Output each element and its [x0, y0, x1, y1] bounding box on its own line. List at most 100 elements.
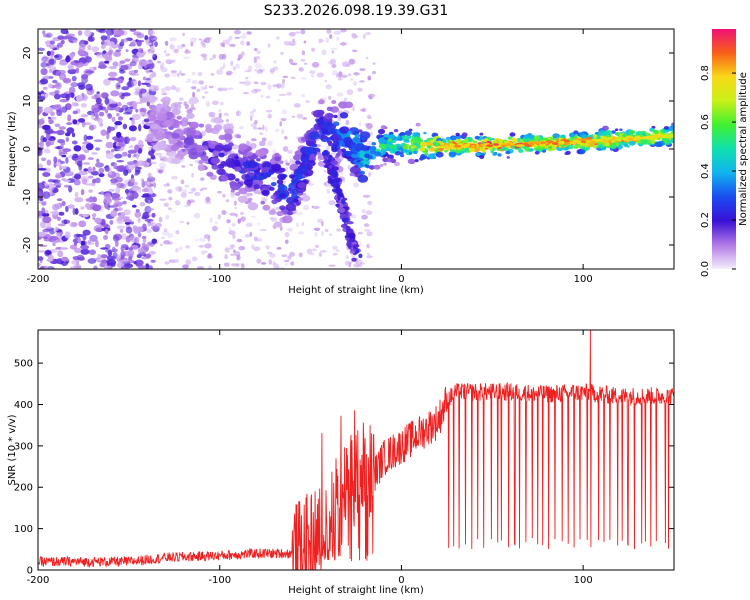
heat-cell: [235, 63, 240, 69]
heat-cell: [301, 50, 306, 56]
heat-cell: [148, 146, 152, 151]
heat-cell: [171, 175, 178, 180]
heat-cell: [354, 164, 359, 168]
heat-cell: [232, 233, 236, 240]
heat-cell: [369, 93, 376, 98]
heat-cell: [136, 101, 143, 105]
heat-cell: [104, 108, 109, 114]
heat-cell: [67, 204, 75, 209]
heat-cell: [213, 117, 223, 124]
heat-cell: [180, 179, 185, 185]
heat-cell: [124, 58, 131, 62]
heat-cell: [328, 142, 334, 147]
heat-cell: [412, 132, 418, 137]
heat-cell: [77, 30, 83, 36]
heat-cell: [265, 173, 271, 178]
heat-cell: [209, 217, 213, 223]
heat-cell: [205, 124, 212, 129]
heat-cell: [95, 227, 103, 232]
heat-cell: [329, 58, 337, 65]
heat-cell: [54, 123, 61, 128]
heat-cell: [132, 191, 139, 199]
heat-cell: [72, 110, 78, 115]
heat-cell: [250, 122, 257, 128]
heat-cell: [128, 145, 134, 149]
heat-cell: [186, 112, 195, 119]
heat-cell: [94, 177, 101, 184]
heat-cell: [654, 141, 662, 148]
heat-cell: [408, 151, 413, 155]
spectrogram-xtick-label: 100: [574, 274, 593, 285]
heat-cell: [227, 39, 230, 46]
heat-cell: [104, 228, 109, 235]
heat-cell: [78, 154, 86, 161]
heat-cell: [230, 253, 235, 256]
heat-cell: [270, 195, 276, 200]
heat-cell: [331, 100, 337, 104]
heat-cell: [266, 95, 271, 99]
heat-cell: [234, 36, 240, 39]
heat-cell: [385, 143, 390, 147]
heat-cell: [198, 237, 207, 242]
heat-cell: [427, 153, 436, 160]
snr-xtick-label: -100: [208, 575, 231, 586]
heat-cell: [146, 162, 150, 166]
heat-cell: [201, 250, 205, 256]
heat-cell: [97, 253, 102, 260]
heat-cell: [48, 83, 53, 89]
heat-cell: [351, 32, 357, 38]
heat-cell: [544, 145, 549, 149]
spectrogram-ytick-label: 0: [22, 146, 33, 152]
heat-cell: [195, 237, 199, 242]
heat-cell: [225, 118, 229, 123]
heat-cell: [259, 132, 264, 135]
heat-cell: [120, 265, 129, 269]
heat-cell: [173, 48, 179, 54]
heat-cell: [374, 151, 381, 157]
heat-cell: [142, 188, 149, 193]
heat-cell: [57, 223, 66, 227]
heat-cell: [237, 195, 248, 203]
heat-cell: [236, 263, 240, 268]
heat-cell: [331, 170, 338, 175]
heat-cell: [87, 242, 95, 245]
heat-cell: [146, 95, 157, 103]
heat-cell: [197, 71, 203, 77]
heat-cell: [249, 111, 255, 114]
heat-cell: [410, 145, 415, 149]
heat-cell: [59, 144, 64, 150]
colorbar-tick-label: 0.0: [700, 261, 711, 277]
heat-cell: [56, 109, 63, 117]
heat-cell: [60, 160, 66, 164]
heat-cell: [139, 111, 144, 115]
heat-cell: [165, 53, 171, 57]
heat-cell: [186, 199, 192, 206]
heat-cell: [220, 161, 228, 166]
heat-cell: [74, 175, 78, 180]
heat-cell: [606, 137, 613, 141]
heat-cell: [243, 193, 251, 198]
heat-cell: [81, 144, 87, 151]
heat-cell: [137, 217, 141, 223]
heat-cell: [348, 238, 356, 243]
heat-cell: [137, 248, 142, 252]
heat-cell: [316, 118, 324, 125]
heat-cell: [192, 71, 195, 76]
heat-cell: [260, 200, 266, 205]
heat-cell: [359, 150, 365, 155]
heat-cell: [474, 135, 480, 140]
heat-cell: [221, 210, 227, 215]
heat-cell: [157, 169, 163, 173]
heat-cell: [127, 149, 138, 154]
heat-cell: [311, 248, 317, 252]
heat-cell: [47, 116, 52, 120]
heat-cell: [92, 166, 96, 172]
heat-cell: [365, 210, 373, 215]
heat-cell: [348, 232, 356, 239]
heat-cell: [84, 29, 92, 37]
heat-cell: [171, 157, 181, 165]
heat-cell: [404, 130, 412, 136]
heat-cell: [45, 132, 51, 140]
heat-cell: [77, 237, 82, 244]
